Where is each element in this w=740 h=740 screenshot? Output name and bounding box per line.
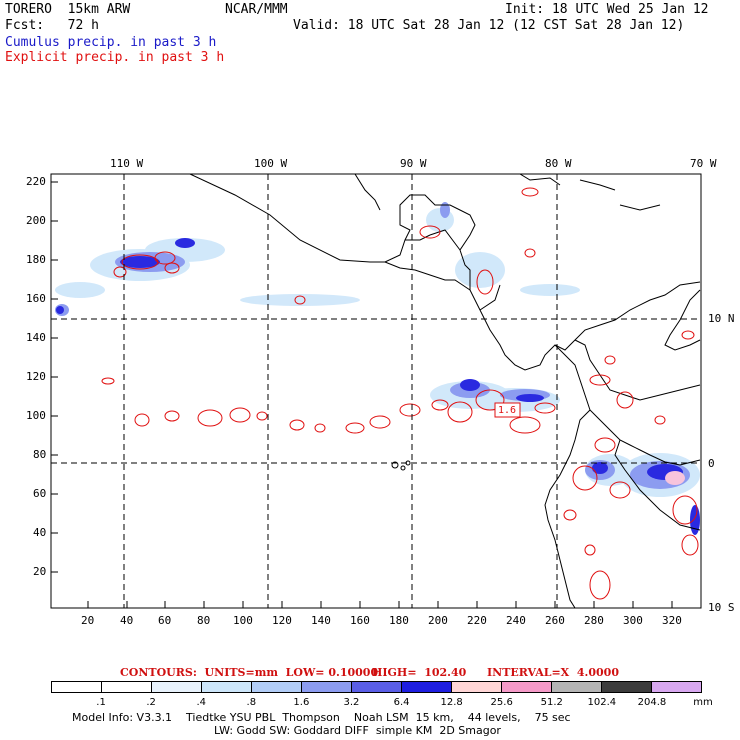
model-title: TORERO 15km ARW <box>5 2 131 17</box>
colorbar-tick-label: 3.2 <box>343 697 360 708</box>
x-tick-label: 140 <box>311 614 331 627</box>
colorbar-swatch <box>501 682 551 692</box>
model-info-line: Model Info: V3.3.1 Tiedtke YSU PBL Thomp… <box>72 711 571 724</box>
x-tick-label: 80 <box>197 614 211 627</box>
colorbar-swatch <box>201 682 251 692</box>
y-tick-label: 140 <box>26 331 46 344</box>
explicit-precip-contours <box>101 187 699 600</box>
colorbar-swatch <box>101 682 151 692</box>
x-tick-label: 280 <box>584 614 604 627</box>
colorbar-tick-label: .1 <box>96 697 106 708</box>
colorbar-tick-label: .2 <box>146 697 156 708</box>
x-tick-label: 60 <box>158 614 172 627</box>
x-tick-label: 200 <box>428 614 448 627</box>
y-tick-label: 100 <box>26 409 46 422</box>
colorbar-swatch <box>401 682 451 692</box>
forecast-hour: Fcst: 72 h <box>5 18 99 33</box>
x-tick-label: 40 <box>120 614 134 627</box>
colorbar-tick-label: .4 <box>196 697 206 708</box>
x-tick-label: 20 <box>81 614 95 627</box>
y-tick-label: 20 <box>33 565 47 578</box>
lon-label-80w: 80 W <box>545 157 572 170</box>
physics-info-line: LW: Godd SW: Goddard DIFF simple KM 2D S… <box>214 724 501 737</box>
contour-high-label: HIGH= 102.40 <box>372 666 467 679</box>
x-tick-label: 220 <box>467 614 487 627</box>
x-tick-label: 180 <box>389 614 409 627</box>
lon-label-100w: 100 W <box>254 157 288 170</box>
x-tick-label: 300 <box>623 614 643 627</box>
y-tick-label: 180 <box>26 253 46 266</box>
colorbar-swatch <box>651 682 701 692</box>
x-tick-label: 120 <box>272 614 292 627</box>
coastlines <box>189 174 701 608</box>
lat-label-10s: 10 S <box>708 601 735 614</box>
y-tick-label: 80 <box>33 448 47 461</box>
lat-label-0: 0 <box>708 457 715 470</box>
colorbar-units: mm <box>693 697 713 708</box>
y-tick-label: 160 <box>26 292 46 305</box>
map-frame <box>50 173 702 609</box>
x-tick-label: 240 <box>506 614 526 627</box>
x-tick-label: 320 <box>662 614 682 627</box>
org-label: NCAR/MMM <box>225 2 288 17</box>
lon-label-110w: 110 W <box>110 157 144 170</box>
lon-label-70w: 70 W <box>690 157 717 170</box>
colorbar-tick-label: 51.2 <box>540 697 563 708</box>
init-time: Init: 18 UTC Wed 25 Jan 12 <box>505 2 709 17</box>
colorbar-tick-label: 25.6 <box>490 697 513 708</box>
explicit-precip-label: Explicit precip. in past 3 h <box>5 50 225 65</box>
lat-lon-grid <box>51 174 701 608</box>
y-tick-label: 220 <box>26 175 46 188</box>
contour-units-label: CONTOURS: UNITS=mm LOW= 0.10000 <box>120 666 379 679</box>
lat-label-10n: 10 N <box>708 312 735 325</box>
colorbar-swatch <box>301 682 351 692</box>
y-tick-label: 120 <box>26 370 46 383</box>
colorbar-tick-label: 12.8 <box>440 697 463 708</box>
y-tick-label: 200 <box>26 214 46 227</box>
valid-time: Valid: 18 UTC Sat 28 Jan 12 (12 CST Sat … <box>293 18 685 33</box>
y-tick-label: 60 <box>33 487 47 500</box>
contour-box-label: 1.6 <box>498 405 517 416</box>
x-tick-label: 160 <box>350 614 370 627</box>
x-tick-label: 100 <box>233 614 253 627</box>
colorbar-swatch <box>351 682 401 692</box>
colorbar-swatch <box>451 682 501 692</box>
x-tick-label: 260 <box>545 614 565 627</box>
colorbar-swatch <box>601 682 651 692</box>
cumulus-precip-shading <box>55 208 700 497</box>
colorbar-tick-label: 1.6 <box>293 697 310 708</box>
cumulus-precip-label: Cumulus precip. in past 3 h <box>5 35 217 50</box>
precip-colorbar <box>51 681 702 693</box>
colorbar-tick-label: 6.4 <box>393 697 410 708</box>
colorbar-tick-label: .8 <box>246 697 257 708</box>
colorbar-swatch <box>251 682 301 692</box>
colorbar-swatch <box>151 682 201 692</box>
colorbar-swatch <box>52 682 101 692</box>
contour-interval-label: INTERVAL=X 4.0000 <box>487 666 619 679</box>
y-tick-label: 40 <box>33 526 47 539</box>
colorbar-tick-label: 102.4 <box>587 697 617 708</box>
colorbar-tick-label: 204.8 <box>637 697 667 708</box>
lon-label-90w: 90 W <box>400 157 427 170</box>
colorbar-swatch <box>551 682 601 692</box>
